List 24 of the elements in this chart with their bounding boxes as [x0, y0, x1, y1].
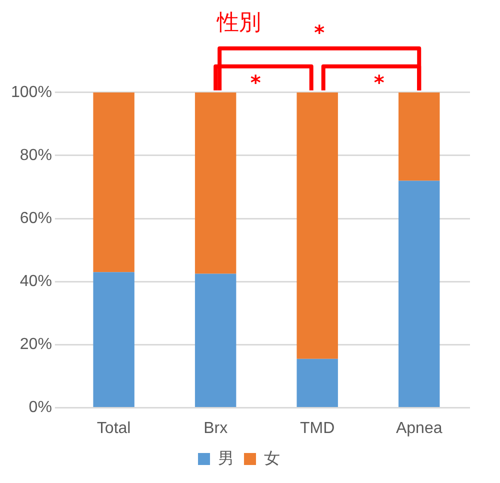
bar — [93, 272, 134, 408]
chart-title: 性別 — [216, 9, 261, 34]
bar — [296, 358, 338, 408]
bar — [398, 92, 440, 181]
text: * — [314, 20, 326, 45]
bar — [194, 92, 236, 274]
bar — [398, 180, 440, 408]
y-tick-label: 60% — [20, 210, 52, 227]
legend-label: 女 — [264, 450, 280, 468]
bar — [194, 274, 236, 408]
y-tick-label: 40% — [20, 273, 52, 290]
annotation: * — [374, 70, 385, 95]
y-tick-label: 80% — [20, 146, 52, 164]
bar — [296, 92, 338, 359]
x-tick-label: TMD — [300, 420, 335, 437]
x-tick-label: Total — [96, 420, 131, 437]
legend-label: 男 — [218, 450, 234, 468]
bar — [93, 92, 134, 272]
x-tick-label: Apnea — [396, 420, 442, 437]
annotation: * — [250, 70, 262, 95]
x-tick-label: Brx — [204, 420, 228, 437]
y-tick-label: 0% — [28, 399, 52, 416]
y-tick-label: 100% — [11, 84, 52, 101]
y-tick-label: 20% — [20, 336, 52, 354]
